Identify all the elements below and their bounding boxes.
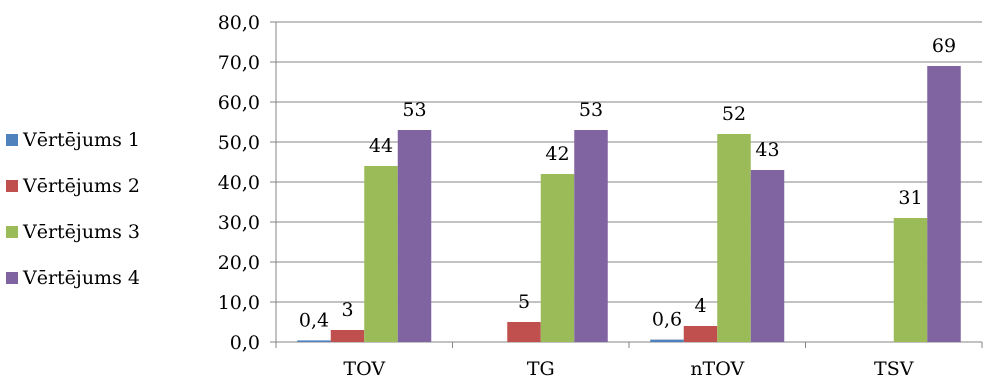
- bar: [397, 130, 432, 342]
- legend-label-1: Vērtējums 1: [23, 129, 140, 151]
- bar: [540, 174, 575, 342]
- y-tick-label: 40,0: [218, 172, 260, 194]
- y-tick-label: 80,0: [218, 12, 260, 34]
- bar: [683, 326, 718, 342]
- legend-label-3: Vērtējums 3: [23, 221, 140, 243]
- data-label: 42: [545, 143, 569, 165]
- y-tick-label: 30,0: [218, 212, 260, 234]
- legend-swatch-3: [6, 226, 18, 238]
- bar: [574, 130, 608, 342]
- x-tick-label: nTOV: [690, 358, 744, 380]
- x-tick-label: TOV: [343, 358, 385, 380]
- y-tick-label: 20,0: [218, 252, 260, 274]
- y-tick-label: 10,0: [218, 292, 260, 314]
- x-tick-label: TG: [527, 358, 555, 380]
- bar: [507, 322, 541, 342]
- data-label: 4: [694, 295, 706, 317]
- legend-swatch-1: [6, 134, 18, 146]
- data-label: 44: [369, 135, 393, 157]
- legend-swatch-2: [6, 180, 18, 192]
- y-tick-label: 60,0: [218, 92, 260, 114]
- legend-label-4: Vērtējums 4: [23, 267, 140, 289]
- bar: [717, 134, 751, 342]
- data-label: 43: [755, 139, 779, 161]
- data-label: 69: [932, 35, 956, 57]
- bar: [330, 330, 365, 342]
- data-label: 3: [341, 299, 353, 321]
- data-label: 5: [518, 291, 530, 313]
- y-tick-label: 50,0: [218, 132, 260, 154]
- legend-item-4: Vērtējums 4: [6, 255, 140, 301]
- data-label: 0,6: [652, 309, 682, 331]
- bar: [364, 166, 398, 342]
- chart-legend: Vērtējums 1 Vērtējums 2 Vērtējums 3 Vērt…: [6, 117, 140, 301]
- x-tick-label: TSV: [874, 358, 914, 380]
- legend-item-2: Vērtējums 2: [6, 163, 140, 209]
- bar: [297, 340, 331, 342]
- bar: [650, 339, 684, 342]
- data-label: 0,4: [299, 309, 329, 331]
- data-label: 31: [898, 187, 922, 209]
- y-tick-label: 70,0: [218, 52, 260, 74]
- data-label: 53: [402, 99, 426, 121]
- bar: [927, 66, 961, 342]
- bar: [750, 170, 785, 342]
- legend-item-1: Vērtējums 1: [6, 117, 140, 163]
- data-label: 53: [579, 99, 603, 121]
- y-tick-label: 0,0: [230, 332, 260, 354]
- bar: [893, 218, 928, 342]
- data-label: 52: [722, 103, 746, 125]
- legend-label-2: Vērtējums 2: [23, 175, 140, 197]
- legend-swatch-4: [6, 272, 18, 284]
- legend-item-3: Vērtējums 3: [6, 209, 140, 255]
